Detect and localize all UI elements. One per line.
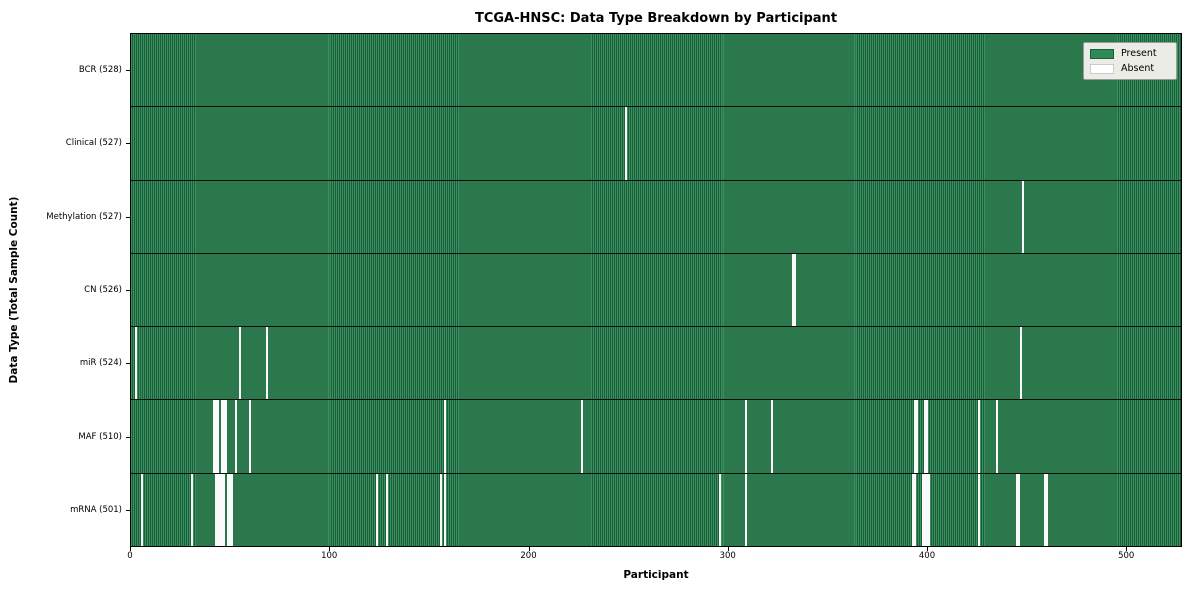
plot-area — [130, 33, 1182, 547]
absent-gap — [226, 473, 229, 546]
legend: Present Absent — [1083, 42, 1177, 80]
absent-gap — [977, 473, 980, 546]
legend-item-present: Present — [1090, 48, 1169, 59]
absent-gap — [266, 327, 269, 400]
y-tick-mark — [126, 69, 130, 71]
absent-gap — [222, 473, 225, 546]
y-tick-label: MAF (510) — [78, 431, 122, 442]
absent-gap — [744, 400, 747, 473]
absent-swatch-icon — [1090, 63, 1114, 74]
absent-gap — [1045, 473, 1048, 546]
absent-gap — [925, 473, 928, 546]
absent-gap — [1019, 327, 1022, 400]
y-tick-label: BCR (528) — [78, 64, 122, 75]
x-tick-label: 400 — [918, 551, 936, 561]
y-tick-label: mRNA (501) — [70, 505, 122, 516]
y-tick-label: Methylation (527) — [46, 211, 122, 222]
y-tick-mark — [126, 290, 130, 291]
absent-gap — [927, 473, 930, 546]
absent-gap — [376, 473, 379, 546]
absent-gap — [214, 400, 217, 473]
chart-title: TCGA-HNSC: Data Type Breakdown by Partic… — [474, 11, 838, 26]
row-maf — [131, 400, 1181, 474]
x-tick-label: 500 — [1118, 551, 1135, 561]
absent-gap — [925, 400, 928, 473]
absent-gap — [443, 400, 446, 473]
y-tick-label: CN (526) — [84, 285, 122, 295]
absent-gap — [140, 473, 143, 546]
absent-gap — [744, 473, 747, 546]
row-clinical — [131, 107, 1181, 181]
absent-gap — [1021, 180, 1024, 253]
absent-gap — [238, 327, 241, 400]
absent-gap — [916, 400, 919, 473]
x-axis-label: Participant — [623, 569, 689, 581]
absent-gap — [1043, 473, 1046, 546]
x-tick-mark — [927, 547, 928, 551]
row-mir — [131, 327, 1181, 401]
x-tick-mark — [329, 547, 331, 551]
y-tick-mark — [126, 510, 130, 512]
absent-gap — [439, 473, 442, 546]
x-tick-mark — [1126, 547, 1128, 551]
x-tick-label: 100 — [321, 551, 338, 561]
absent-gap — [581, 400, 584, 473]
absent-gap — [230, 473, 233, 546]
absent-gap — [190, 473, 193, 546]
absent-gap — [248, 400, 251, 473]
x-tick-label: 300 — [719, 551, 736, 561]
absent-gap — [718, 473, 721, 546]
absent-gap — [222, 400, 225, 473]
y-tick-mark — [126, 216, 130, 218]
row-cn — [131, 253, 1181, 328]
x-tick-mark — [130, 547, 131, 551]
y-tick-mark — [126, 363, 130, 365]
absent-gap — [792, 253, 795, 327]
absent-gap — [923, 473, 926, 546]
absent-gap — [1015, 473, 1018, 546]
absent-gap — [914, 473, 917, 546]
x-tick-label: 200 — [520, 551, 537, 561]
row-methylation — [131, 180, 1181, 254]
y-tick-label: Clinical (527) — [65, 138, 122, 149]
absent-gap — [1017, 473, 1020, 546]
y-tick-mark — [126, 436, 130, 438]
legend-label-present: Present — [1121, 48, 1157, 59]
x-tick-mark — [528, 547, 530, 551]
legend-label-absent: Absent — [1121, 63, 1155, 74]
absent-gap — [977, 400, 980, 473]
row-mrna — [131, 473, 1181, 546]
row-bcr — [131, 34, 1181, 108]
absent-gap — [386, 473, 389, 546]
absent-gap — [234, 400, 237, 473]
absent-gap — [212, 400, 215, 473]
absent-gap — [220, 400, 223, 473]
x-tick-label: 0 — [127, 551, 133, 561]
absent-gap — [995, 400, 998, 473]
absent-gap — [921, 473, 924, 546]
absent-gap — [914, 400, 917, 473]
absent-gap — [214, 473, 217, 546]
y-tick-mark — [126, 143, 130, 145]
absent-gap — [220, 473, 223, 546]
legend-item-absent: Absent — [1090, 63, 1169, 74]
x-tick-mark — [727, 547, 729, 551]
absent-gap — [218, 473, 221, 546]
absent-gap — [134, 327, 137, 400]
absent-gap — [923, 400, 926, 473]
absent-gap — [625, 107, 628, 180]
absent-gap — [216, 400, 219, 473]
absent-gap — [794, 253, 797, 327]
absent-gap — [443, 473, 446, 546]
present-swatch-icon — [1090, 48, 1114, 59]
absent-gap — [770, 400, 773, 473]
absent-gap — [216, 473, 219, 546]
absent-gap — [912, 473, 915, 546]
absent-gap — [228, 473, 231, 546]
absent-gap — [224, 400, 227, 473]
y-tick-label: miR (524) — [79, 358, 122, 369]
